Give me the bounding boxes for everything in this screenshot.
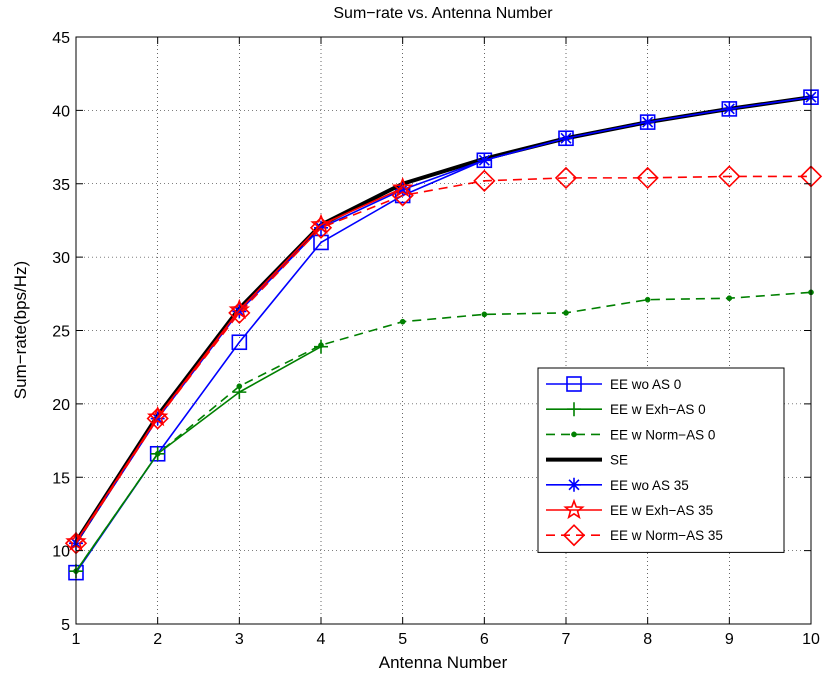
legend-marker xyxy=(567,477,581,492)
data-point xyxy=(644,296,651,303)
data-point xyxy=(477,153,492,168)
x-tick-label: 8 xyxy=(643,631,652,648)
data-point xyxy=(481,311,488,318)
legend-marker xyxy=(562,524,586,547)
series-line xyxy=(75,345,322,572)
x-tick-label: 5 xyxy=(398,631,407,648)
data-point xyxy=(722,101,737,116)
chart-title: Sum−rate vs. Antenna Number xyxy=(333,5,553,22)
data-point xyxy=(726,295,733,302)
x-tick-label: 9 xyxy=(725,631,734,648)
x-axis-title: Antenna Number xyxy=(379,653,508,672)
y-tick-label: 45 xyxy=(52,30,70,47)
legend-marker xyxy=(571,431,577,438)
y-tick-label: 25 xyxy=(52,324,70,341)
data-point xyxy=(391,176,414,198)
x-tick-label: 3 xyxy=(235,631,244,648)
legend-label: EE w Exh−AS 0 xyxy=(610,402,706,417)
series-6 xyxy=(64,165,823,555)
legend-label: EE w Exh−AS 35 xyxy=(610,503,713,518)
x-tick-label: 4 xyxy=(317,631,326,648)
y-tick-label: 5 xyxy=(61,617,70,634)
legend-label: EE wo AS 35 xyxy=(610,478,689,493)
y-tick-label: 35 xyxy=(52,177,70,194)
data-point xyxy=(318,342,324,349)
data-point xyxy=(231,334,248,351)
series-line xyxy=(75,175,811,544)
data-point xyxy=(150,411,165,426)
data-point xyxy=(310,213,332,234)
data-point xyxy=(236,383,243,390)
legend-marker xyxy=(567,402,581,417)
data-point xyxy=(399,318,406,325)
x-tick-label: 1 xyxy=(72,631,81,648)
data-point xyxy=(554,166,578,190)
data-point xyxy=(146,407,169,430)
y-tick-label: 20 xyxy=(52,397,70,414)
data-point xyxy=(559,131,573,146)
legend: EE wo AS 0 EE w Exh−AS 0 EE w Norm−AS 0 SE E… xyxy=(537,367,785,553)
series-line xyxy=(75,187,403,543)
series-layer xyxy=(64,89,823,581)
data-point xyxy=(563,310,569,316)
y-tick-label: 10 xyxy=(52,544,70,561)
data-point xyxy=(154,450,161,457)
y-tick-label: 30 xyxy=(52,250,70,267)
legend-marker xyxy=(563,498,585,520)
series-line xyxy=(75,291,812,572)
data-point xyxy=(232,304,247,319)
x-tick-label: 2 xyxy=(153,631,162,648)
data-point xyxy=(228,301,251,325)
data-point xyxy=(309,216,333,239)
legend-label: EE wo AS 0 xyxy=(610,377,681,392)
y-axis-title: Sum−rate(bps/Hz) xyxy=(11,261,30,399)
series-2 xyxy=(73,289,814,575)
x-tick-label: 7 xyxy=(562,631,571,648)
data-point xyxy=(473,169,496,192)
y-tick-label: 15 xyxy=(52,470,70,487)
data-point xyxy=(313,234,329,251)
x-tick-label: 6 xyxy=(480,631,489,648)
y-tick-label: 40 xyxy=(52,103,70,120)
data-point xyxy=(391,184,414,207)
data-point xyxy=(636,166,659,190)
legend-label: SE xyxy=(610,453,628,468)
x-tick-label: 10 xyxy=(802,631,820,648)
data-point xyxy=(640,115,655,130)
data-point xyxy=(395,182,410,197)
data-point xyxy=(718,165,741,188)
legend-label: EE w Norm−AS 35 xyxy=(610,528,723,543)
legend-label: EE w Norm−AS 0 xyxy=(610,427,715,442)
legend-marker xyxy=(566,376,582,392)
